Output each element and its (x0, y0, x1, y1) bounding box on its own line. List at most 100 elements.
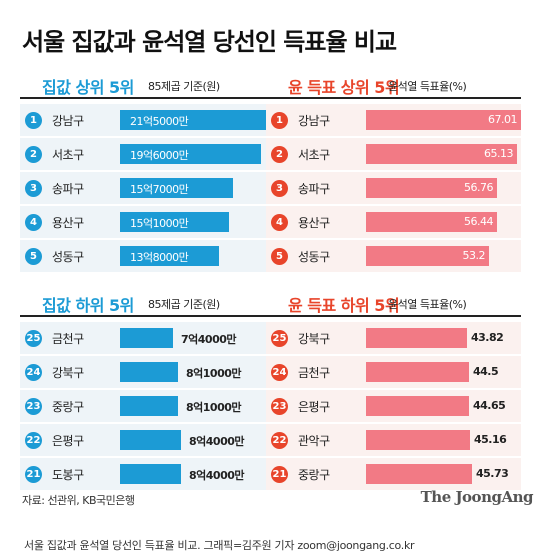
rank-badge: 24 (271, 364, 288, 381)
value-label: 53.2 (462, 249, 486, 262)
bar (366, 328, 467, 348)
bar-row: 2 서초구 65.13 (266, 138, 521, 170)
bar (120, 246, 219, 266)
district-label: 송파구 (52, 182, 84, 196)
bar (120, 328, 173, 348)
district-label: 용산구 (298, 216, 330, 230)
district-label: 서초구 (298, 148, 330, 162)
panel-unit: 윤석열 득표율(%) (388, 80, 467, 93)
panel-unit: 윤석열 득표율(%) (388, 298, 467, 311)
panel-title: 집값 상위 5위 (42, 78, 134, 97)
rank-badge: 4 (25, 214, 42, 231)
bar (366, 178, 497, 198)
district-label: 중랑구 (298, 468, 330, 482)
bar (120, 430, 181, 450)
image-caption: 서울 집값과 윤석열 당선인 득표율 비교. 그래픽=김주원 기자 zoom@j… (24, 539, 415, 552)
value-label: 15억7000만 (130, 183, 189, 196)
value-label: 21억5000만 (130, 115, 189, 128)
rank-badge: 25 (271, 330, 288, 347)
rank-badge: 21 (271, 466, 288, 483)
bar (120, 212, 229, 232)
value-label: 13억8000만 (130, 251, 189, 264)
value-label: 15억1000만 (130, 217, 189, 230)
rank-badge: 22 (25, 432, 42, 449)
bar-row: 4 용산구 56.44 (266, 206, 521, 238)
rank-badge: 2 (25, 146, 42, 163)
bar-row: 5 성동구 53.2 (266, 240, 521, 272)
bar-row: 22 은평구 8억4000만 (20, 424, 275, 456)
bar-row: 3 송파구 56.76 (266, 172, 521, 204)
district-label: 도봉구 (52, 468, 84, 482)
district-label: 강북구 (298, 332, 330, 346)
value-label: 43.82 (471, 331, 504, 344)
value-label: 7억4000만 (181, 333, 237, 346)
bar (366, 362, 469, 382)
value-label: 8억4000만 (189, 469, 245, 482)
value-label: 45.16 (474, 433, 507, 446)
district-label: 금천구 (52, 332, 84, 346)
value-label: 44.65 (473, 399, 506, 412)
panel-vote-top5: 윤 득표 상위 5위 윤석열 득표율(%) 1 강남구 67.01 2 서초구 65.13… (266, 72, 521, 272)
bar-row: 23 중랑구 8억1000만 (20, 390, 275, 422)
rank-badge: 5 (25, 248, 42, 265)
bar-row: 25 금천구 7억4000만 (20, 322, 275, 354)
panel-price-top5: 집값 상위 5위 85제곱 기준(원) 1 강남구 21억5000만 2 서초구 19억6… (20, 72, 275, 272)
rank-badge: 5 (271, 248, 288, 265)
bar-row: 24 강북구 8억1000만 (20, 356, 275, 388)
district-label: 강북구 (52, 366, 84, 380)
chart-title: 서울 집값과 윤석열 당선인 득표율 비교 (22, 28, 397, 56)
header-rule (20, 97, 275, 99)
panel-title: 집값 하위 5위 (42, 296, 134, 315)
rank-badge: 24 (25, 364, 42, 381)
bar-row: 1 강남구 67.01 (266, 104, 521, 136)
panel-vote-bottom5: 윤 득표 하위 5위 윤석열 득표율(%) 25 강북구 43.82 24 금천구 44.… (266, 290, 521, 490)
rank-badge: 1 (271, 112, 288, 129)
bar (120, 110, 275, 130)
rank-badge: 25 (25, 330, 42, 347)
publisher-logo: The JoongAng (420, 488, 534, 506)
value-label: 44.5 (473, 365, 499, 378)
district-label: 은평구 (298, 400, 330, 414)
value-label: 45.73 (476, 467, 509, 480)
panel-header: 윤 득표 하위 5위 윤석열 득표율(%) (266, 290, 521, 318)
source-note: 자료: 선관위, KB국민은행 (22, 494, 135, 507)
bar (366, 464, 472, 484)
bar (366, 246, 489, 266)
bar-row: 5 성동구 13억8000만 (20, 240, 275, 272)
bar (366, 212, 497, 232)
value-label: 8억1000만 (186, 401, 242, 414)
rank-badge: 4 (271, 214, 288, 231)
bar-row: 2 서초구 19억6000만 (20, 138, 275, 170)
rank-badge: 22 (271, 432, 288, 449)
header-rule (266, 97, 521, 99)
district-label: 성동구 (52, 250, 84, 264)
district-label: 중랑구 (52, 400, 84, 414)
panel-title: 윤 득표 상위 5위 (288, 78, 400, 97)
value-label: 65.13 (484, 147, 514, 160)
bar-row: 25 강북구 43.82 (266, 322, 521, 354)
district-label: 강남구 (52, 114, 84, 128)
rank-badge: 3 (271, 180, 288, 197)
rank-badge: 23 (271, 398, 288, 415)
value-label: 8억1000만 (186, 367, 242, 380)
district-label: 금천구 (298, 366, 330, 380)
panel-unit: 85제곱 기준(원) (148, 298, 220, 311)
panel-price-bottom5: 집값 하위 5위 85제곱 기준(원) 25 금천구 7억4000만 24 강북구 8억1… (20, 290, 275, 490)
panel-header: 윤 득표 상위 5위 윤석열 득표율(%) (266, 72, 521, 100)
bar-row: 1 강남구 21억5000만 (20, 104, 275, 136)
panel-unit: 85제곱 기준(원) (148, 80, 220, 93)
value-label: 8억4000만 (189, 435, 245, 448)
panel-header: 집값 상위 5위 85제곱 기준(원) (20, 72, 275, 100)
header-rule (20, 315, 275, 317)
district-label: 서초구 (52, 148, 84, 162)
rank-badge: 21 (25, 466, 42, 483)
bar (366, 110, 521, 130)
bar (120, 464, 181, 484)
value-label: 67.01 (488, 113, 518, 126)
district-label: 성동구 (298, 250, 330, 264)
panel-title: 윤 득표 하위 5위 (288, 296, 400, 315)
district-label: 은평구 (52, 434, 84, 448)
bar-row: 22 관악구 45.16 (266, 424, 521, 456)
panel-header: 집값 하위 5위 85제곱 기준(원) (20, 290, 275, 318)
district-label: 강남구 (298, 114, 330, 128)
